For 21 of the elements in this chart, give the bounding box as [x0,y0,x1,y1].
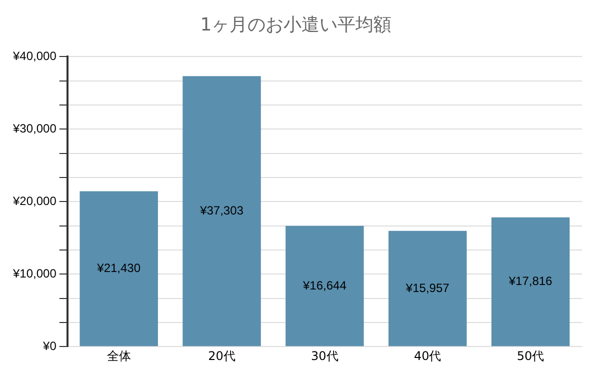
x-tick-label: 40代 [414,348,442,363]
data-label: ¥16,644 [302,278,347,292]
x-tick-label: 30代 [311,348,338,363]
x-tick-label: 全体 [106,348,131,363]
y-tick-label: ¥20,000 [12,194,57,208]
bar [80,191,158,346]
y-tick-label: ¥30,000 [12,121,57,136]
y-tick-label: ¥10,000 [12,266,57,280]
bar [182,76,261,346]
data-label: ¥37,303 [199,203,244,218]
data-label: ¥17,816 [508,274,553,288]
y-tick-label: ¥40,000 [12,48,57,63]
data-label: ¥15,957 [404,280,450,295]
x-tick-label: 50代 [516,348,544,363]
chart-title: 1ヶ月のお小遣い平均額 [200,14,392,36]
x-tick-label: 20代 [208,348,236,363]
bar [491,217,570,346]
data-label: ¥21,430 [96,260,141,275]
bar [286,226,364,346]
y-tick-label: ¥0 [42,338,57,353]
bar [388,230,467,346]
